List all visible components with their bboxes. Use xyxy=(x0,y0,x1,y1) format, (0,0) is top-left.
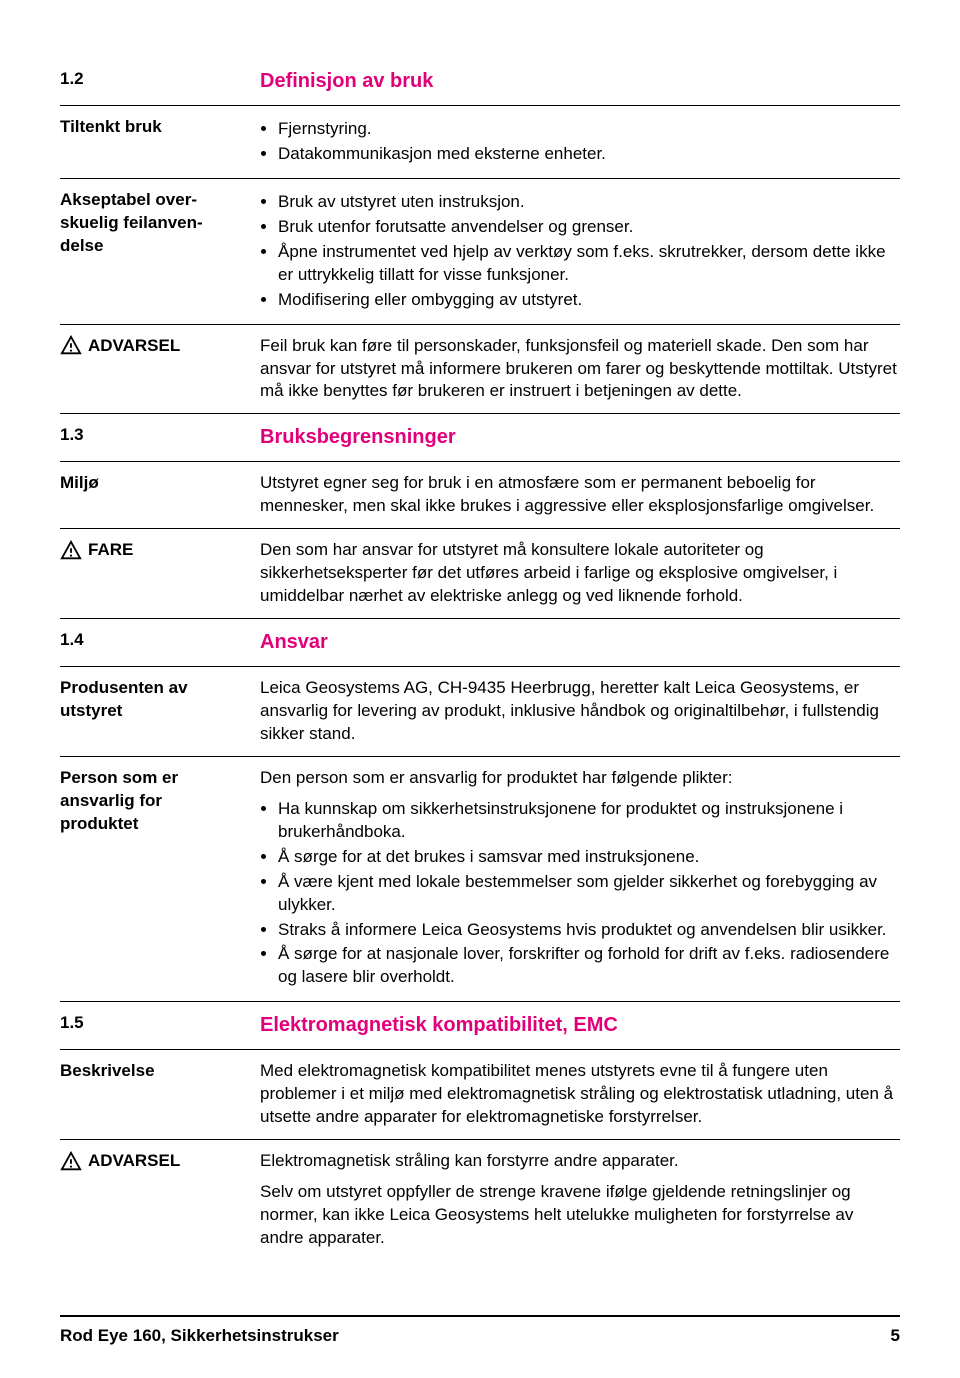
warning-label: ADVARSEL xyxy=(88,335,180,358)
responsible-person-row: Person som er ansvarlig for produktet De… xyxy=(60,759,900,999)
danger-text: Den som har ansvar for utstyret må konsu… xyxy=(260,539,900,608)
list-item: Datakommunikasjon med eksterne enheter. xyxy=(278,143,900,166)
footer-page-number: 5 xyxy=(891,1325,900,1348)
section-title: Ansvar xyxy=(260,629,900,656)
warning-icon xyxy=(60,335,82,357)
divider xyxy=(60,461,900,462)
divider xyxy=(60,528,900,529)
misuse-row: Akseptabel over-skuelig feilanven-delse … xyxy=(60,181,900,322)
intended-use-label: Tiltenkt bruk xyxy=(60,116,260,139)
danger-label: FARE xyxy=(88,539,133,562)
list-item: Åpne instrumentet ved hjelp av verktøy s… xyxy=(278,241,900,287)
misuse-list: Bruk av utstyret uten instruksjon. Bruk … xyxy=(260,191,900,312)
description-label: Beskrivelse xyxy=(60,1060,260,1083)
warning-text: Feil bruk kan føre til personskader, fun… xyxy=(260,335,900,404)
divider xyxy=(60,1139,900,1140)
emc-warning-p2: Selv om utstyret oppfyller de strenge kr… xyxy=(260,1181,900,1250)
manufacturer-text: Leica Geosystems AG, CH-9435 Heerbrugg, … xyxy=(260,677,900,746)
warning-row: ADVARSEL Feil bruk kan føre til personsk… xyxy=(60,327,900,412)
list-item: Å sørge for at det brukes i samsvar med … xyxy=(278,846,900,869)
warning-label: ADVARSEL xyxy=(88,1150,180,1173)
section-number: 1.3 xyxy=(60,425,84,444)
section-number: 1.5 xyxy=(60,1013,84,1032)
section-number: 1.4 xyxy=(60,630,84,649)
responsible-person-intro: Den person som er ansvarlig for produkte… xyxy=(260,767,900,790)
section-number: 1.2 xyxy=(60,69,84,88)
section-1-2-heading: 1.2 Definisjon av bruk xyxy=(60,60,900,103)
section-title: Bruksbegrensninger xyxy=(260,424,900,451)
divider xyxy=(60,324,900,325)
misuse-label: Akseptabel over-skuelig feilanven-delse xyxy=(60,189,260,258)
list-item: Straks å informere Leica Geosystems hvis… xyxy=(278,919,900,942)
divider xyxy=(60,666,900,667)
list-item: Fjernstyring. xyxy=(278,118,900,141)
section-1-3-heading: 1.3 Bruksbegrensninger xyxy=(60,416,900,459)
emc-warning-p1: Elektromagnetisk stråling kan forstyrre … xyxy=(260,1150,900,1173)
environment-row: Miljø Utstyret egner seg for bruk i en a… xyxy=(60,464,900,526)
divider xyxy=(60,618,900,619)
environment-label: Miljø xyxy=(60,472,260,495)
list-item: Bruk utenfor forutsatte anvendelser og g… xyxy=(278,216,900,239)
emc-warning-row: ADVARSEL Elektromagnetisk stråling kan f… xyxy=(60,1142,900,1258)
list-item: Å være kjent med lokale bestemmelser som… xyxy=(278,871,900,917)
responsible-person-label: Person som er ansvarlig for produktet xyxy=(60,767,260,836)
footer-left: Rod Eye 160, Sikkerhetsinstrukser xyxy=(60,1325,339,1348)
divider xyxy=(60,1001,900,1002)
description-row: Beskrivelse Med elektromagnetisk kompati… xyxy=(60,1052,900,1137)
list-item: Bruk av utstyret uten instruksjon. xyxy=(278,191,900,214)
manufacturer-row: Produsenten av utstyret Leica Geosystems… xyxy=(60,669,900,754)
section-1-5-heading: 1.5 Elektromagnetisk kompatibilitet, EMC xyxy=(60,1004,900,1047)
warning-icon xyxy=(60,1151,82,1173)
footer: Rod Eye 160, Sikkerhetsinstrukser 5 xyxy=(60,1315,900,1348)
divider xyxy=(60,413,900,414)
divider xyxy=(60,1049,900,1050)
section-title: Definisjon av bruk xyxy=(260,68,900,95)
divider xyxy=(60,105,900,106)
list-item: Modifisering eller ombygging av utstyret… xyxy=(278,289,900,312)
list-item: Ha kunnskap om sikkerhetsinstruksjonene … xyxy=(278,798,900,844)
divider xyxy=(60,178,900,179)
responsible-person-list: Ha kunnskap om sikkerhetsinstruksjonene … xyxy=(260,798,900,990)
list-item: Å sørge for at nasjonale lover, forskrif… xyxy=(278,943,900,989)
warning-icon xyxy=(60,540,82,562)
section-title: Elektromagnetisk kompatibilitet, EMC xyxy=(260,1012,900,1039)
divider xyxy=(60,756,900,757)
description-text: Med elektromagnetisk kompatibilitet mene… xyxy=(260,1060,900,1129)
environment-text: Utstyret egner seg for bruk i en atmosfæ… xyxy=(260,472,900,518)
danger-row: FARE Den som har ansvar for utstyret må … xyxy=(60,531,900,616)
manufacturer-label: Produsenten av utstyret xyxy=(60,677,260,723)
intended-use-row: Tiltenkt bruk Fjernstyring. Datakommunik… xyxy=(60,108,900,176)
section-1-4-heading: 1.4 Ansvar xyxy=(60,621,900,664)
intended-use-list: Fjernstyring. Datakommunikasjon med ekst… xyxy=(260,118,900,166)
